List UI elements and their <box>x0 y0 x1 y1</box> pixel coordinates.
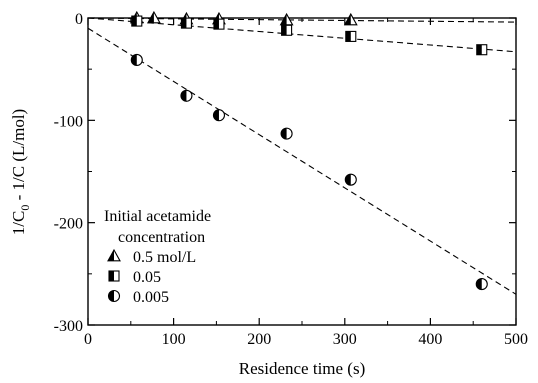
legend-entry-label-2: 0.005 <box>133 289 169 306</box>
y-tick-label: -100 <box>54 113 83 130</box>
y-tick-label: -200 <box>54 216 83 233</box>
data-point-s2-3 <box>280 127 293 140</box>
y-tick-label: -300 <box>54 318 83 335</box>
x-tick-label: 400 <box>418 331 442 348</box>
y-tick-label: 0 <box>75 11 83 28</box>
data-point-s2-4 <box>344 173 357 186</box>
y-axis-title-rest: - 1/C (L/mol) <box>9 109 28 205</box>
legend-title-line1: Initial acetamide <box>104 208 211 225</box>
data-point-s0-1 <box>146 10 161 24</box>
y-axis-title-main: 1/C <box>9 211 28 236</box>
x-tick-label: 200 <box>247 331 271 348</box>
legend-title-line2: concentration <box>118 229 205 246</box>
x-tick-label: 0 <box>84 331 92 348</box>
axis-ticks: 0 100 200 300 400 500 0 -100 -200 -300 <box>54 11 528 348</box>
fit-line-0 <box>87 17 517 23</box>
x-tick-label: 500 <box>504 331 528 348</box>
y-axis-title-sub: 0 <box>18 205 32 211</box>
data-point-s2-2 <box>212 109 226 122</box>
data-point-s1-5 <box>476 44 488 56</box>
x-tick-label: 300 <box>333 331 357 348</box>
data-point-s2-0 <box>130 53 143 67</box>
x-tick-label: 100 <box>162 331 186 348</box>
x-axis-title: Residence time (s) <box>239 359 366 378</box>
fit-line-2 <box>87 27 517 295</box>
fit-lines <box>87 17 517 295</box>
data-point-s1-3 <box>281 24 293 36</box>
legend-marker-0 <box>107 248 121 262</box>
legend-marker-1 <box>108 270 120 282</box>
data-points <box>129 10 488 291</box>
legend: Initial acetamide concentration 0.5 mol/… <box>104 208 211 306</box>
legend-entry-label-1: 0.05 <box>133 269 161 286</box>
legend-entry-label-0: 0.5 mol/L <box>133 249 196 266</box>
legend-markers <box>107 248 121 303</box>
data-point-s1-1 <box>180 17 192 29</box>
fit-line-1 <box>87 17 517 53</box>
data-point-s1-4 <box>345 30 357 42</box>
legend-marker-2 <box>107 289 121 303</box>
data-point-s2-1 <box>180 89 193 102</box>
y-axis-title: 1/C0 - 1/C (L/mol) <box>9 109 32 235</box>
data-point-s1-0 <box>131 15 143 27</box>
data-point-s2-5 <box>475 278 488 291</box>
data-point-s1-2 <box>213 18 225 30</box>
data-point-s0-5 <box>343 12 358 26</box>
